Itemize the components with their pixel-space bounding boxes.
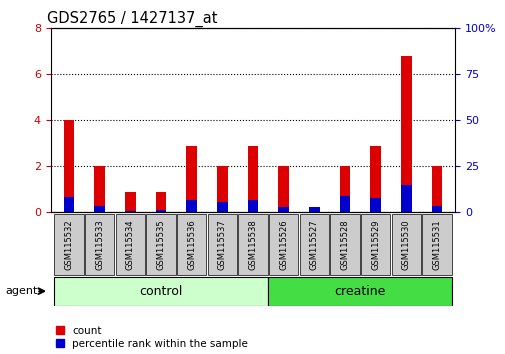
- Bar: [247, 200, 258, 212]
- Bar: [64, 197, 74, 212]
- Text: GSM115531: GSM115531: [432, 219, 441, 270]
- Bar: [370, 198, 380, 212]
- Legend: count, percentile rank within the sample: count, percentile rank within the sample: [56, 326, 248, 349]
- Bar: [125, 211, 135, 212]
- Text: creatine: creatine: [334, 285, 385, 298]
- Bar: [309, 207, 319, 212]
- Text: GSM115528: GSM115528: [340, 219, 349, 270]
- Bar: [339, 166, 349, 212]
- Bar: [339, 196, 349, 212]
- Bar: [186, 146, 196, 212]
- Bar: [431, 166, 441, 212]
- Bar: [391, 214, 420, 275]
- Text: GSM115533: GSM115533: [95, 219, 104, 270]
- Bar: [247, 146, 258, 212]
- Bar: [278, 166, 288, 212]
- Text: GSM115530: GSM115530: [401, 219, 410, 270]
- Bar: [400, 185, 411, 212]
- Text: GSM115538: GSM115538: [248, 219, 257, 270]
- Bar: [54, 277, 268, 306]
- Bar: [217, 166, 227, 212]
- Bar: [207, 214, 236, 275]
- Text: GSM115535: GSM115535: [156, 219, 165, 270]
- Bar: [85, 214, 114, 275]
- Text: agent: agent: [5, 286, 37, 296]
- Bar: [360, 214, 390, 275]
- Bar: [186, 200, 196, 212]
- Bar: [299, 214, 328, 275]
- Text: GSM115536: GSM115536: [187, 219, 196, 270]
- Bar: [94, 206, 105, 212]
- Bar: [400, 56, 411, 212]
- Bar: [156, 192, 166, 212]
- Bar: [177, 214, 206, 275]
- Text: GSM115532: GSM115532: [64, 219, 73, 270]
- Bar: [125, 192, 135, 212]
- Text: control: control: [139, 285, 182, 298]
- Bar: [94, 166, 105, 212]
- Bar: [238, 214, 267, 275]
- Bar: [217, 202, 227, 212]
- Bar: [54, 214, 83, 275]
- Bar: [422, 214, 451, 275]
- Bar: [146, 214, 175, 275]
- Bar: [309, 209, 319, 212]
- Bar: [330, 214, 359, 275]
- Text: GSM115529: GSM115529: [371, 219, 379, 269]
- Text: GSM115526: GSM115526: [279, 219, 287, 270]
- Text: GSM115534: GSM115534: [126, 219, 134, 270]
- Bar: [268, 277, 451, 306]
- Bar: [156, 210, 166, 212]
- Text: GSM115527: GSM115527: [309, 219, 318, 270]
- Bar: [370, 146, 380, 212]
- Text: GDS2765 / 1427137_at: GDS2765 / 1427137_at: [46, 11, 217, 27]
- Bar: [278, 207, 288, 212]
- Bar: [269, 214, 298, 275]
- Bar: [64, 120, 74, 212]
- Bar: [431, 206, 441, 212]
- Text: GSM115537: GSM115537: [218, 219, 226, 270]
- Bar: [115, 214, 145, 275]
